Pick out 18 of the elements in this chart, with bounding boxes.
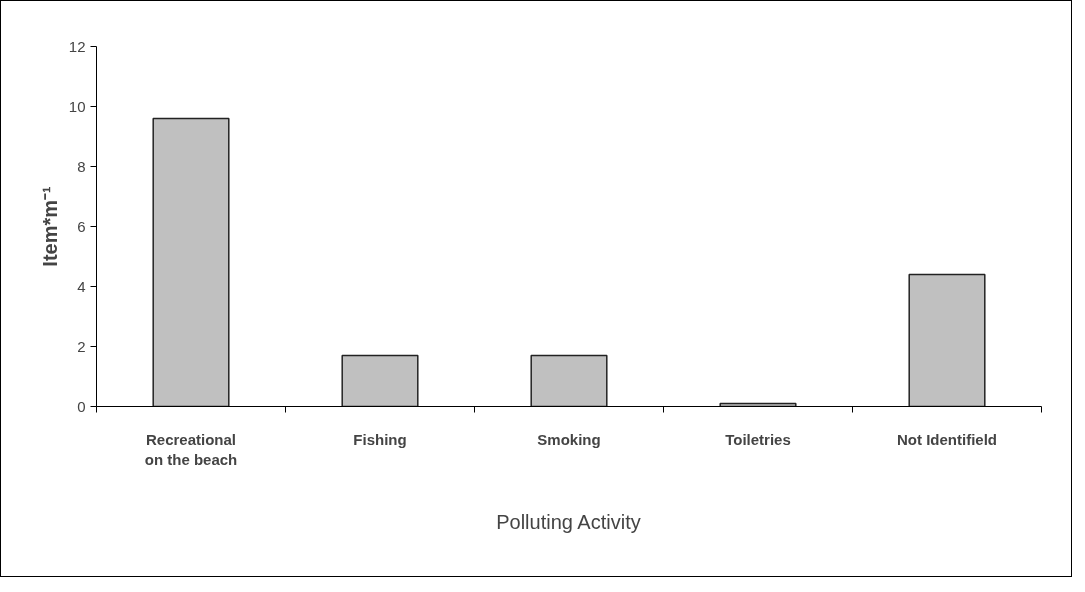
y-tick-label: 6 (77, 217, 86, 235)
y-tick-label: 12 (68, 37, 86, 55)
bar (530, 354, 608, 407)
x-tick-label: Toiletries (725, 430, 791, 448)
y-tick-label: 10 (68, 97, 86, 115)
y-tick-label: 4 (77, 277, 86, 295)
y-tick-label: 8 (77, 157, 86, 175)
bar (908, 273, 986, 407)
y-tick-label: 2 (77, 337, 86, 355)
bar (341, 354, 419, 407)
y-axis-title: Item*m⁻¹ (38, 185, 61, 267)
x-tick-label: Smoking (537, 430, 601, 448)
y-tick-label: 0 (77, 397, 86, 415)
bar (152, 117, 230, 407)
x-tick-label: Fishing (353, 430, 407, 448)
x-tick-label: Not Identifield (897, 430, 997, 448)
x-tick-label: Recreational on the beach (144, 430, 238, 468)
x-axis-title: Polluting Activity (496, 510, 641, 533)
